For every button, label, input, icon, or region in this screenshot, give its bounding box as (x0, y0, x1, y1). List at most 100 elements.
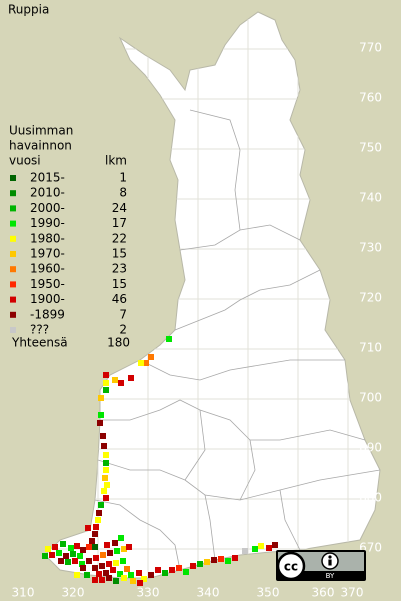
observation-square (86, 544, 92, 550)
observation-square (218, 556, 224, 562)
observation-square (162, 570, 168, 576)
observation-square (101, 488, 107, 494)
observation-square (103, 372, 109, 378)
by-icon-head (328, 555, 332, 559)
y-axis-label: 730 (359, 241, 382, 255)
observation-square (225, 558, 231, 564)
observation-square (89, 538, 95, 544)
observation-square (49, 552, 55, 558)
observation-square (56, 550, 62, 556)
observation-square (74, 572, 80, 578)
observation-square (74, 543, 80, 549)
observation-square (86, 558, 92, 564)
observation-square (97, 420, 103, 426)
y-axis-label: 680 (359, 491, 382, 505)
legend-total-label: Yhteensä (11, 336, 68, 350)
legend-swatch (10, 235, 16, 242)
by-text: BY (326, 572, 335, 580)
legend-swatch (10, 266, 16, 273)
observation-square (242, 548, 248, 554)
y-axis-label: 710 (359, 341, 382, 355)
x-axis-label: 340 (197, 586, 220, 600)
observation-square (42, 553, 48, 559)
observation-square (204, 559, 210, 565)
observation-square (84, 572, 90, 578)
observation-square (85, 525, 91, 531)
y-axis-label: 690 (359, 441, 382, 455)
observation-square (96, 571, 102, 577)
legend-count: 15 (112, 247, 127, 261)
legend-count: 22 (112, 231, 127, 245)
observation-square (60, 541, 66, 547)
observation-square (266, 545, 272, 551)
observation-square (155, 567, 161, 573)
observation-square (103, 467, 109, 473)
observation-square (112, 540, 118, 546)
observation-square (148, 572, 154, 578)
observation-square (45, 546, 51, 552)
observation-square (92, 577, 98, 583)
observation-square (126, 544, 132, 550)
observation-square (103, 460, 109, 466)
cc-badge: cc BY (276, 550, 366, 581)
observation-square (128, 572, 134, 578)
observation-square (98, 395, 104, 401)
y-axis-label: 770 (359, 41, 382, 55)
observation-square (110, 567, 116, 573)
observation-square (100, 433, 106, 439)
observation-square (138, 360, 144, 366)
legend-count: 46 (112, 292, 127, 306)
legend-count-heading: lkm (105, 154, 127, 168)
observation-square (103, 495, 109, 501)
legend-swatch (10, 296, 16, 303)
observation-square (70, 551, 76, 557)
y-axis-label: 760 (359, 91, 382, 105)
observation-square (72, 558, 78, 564)
observation-square (118, 535, 124, 541)
observation-square (92, 531, 98, 537)
legend-label: 2010- (30, 186, 65, 200)
region-borders (94, 109, 381, 571)
observation-square (258, 543, 264, 549)
observation-square (65, 559, 71, 565)
legend-label: 1900- (30, 292, 65, 306)
observation-square (141, 576, 147, 582)
by-icon-body (328, 559, 332, 566)
legend-heading: vuosi (9, 154, 41, 168)
observation-square (52, 544, 58, 550)
x-axis-label: 330 (137, 586, 160, 600)
observation-square (166, 336, 172, 342)
observation-square (232, 555, 238, 561)
observation-square (252, 546, 258, 552)
observation-square (93, 524, 99, 530)
legend-label: 1980- (30, 231, 65, 245)
observation-square (103, 570, 109, 576)
legend-count: 8 (119, 186, 127, 200)
observation-square (117, 571, 123, 577)
x-axis-label: 370 (341, 586, 364, 600)
legend-count: 2 (119, 323, 127, 337)
observation-square (113, 560, 119, 566)
legend-label: 1950- (30, 277, 65, 291)
legend-label: 1990- (30, 216, 65, 230)
observation-square (68, 545, 74, 551)
legend-label: 1960- (30, 262, 65, 276)
legend-label: -1899 (30, 307, 65, 321)
observation-square (93, 555, 99, 561)
observation-square (103, 387, 109, 393)
observation-square (63, 553, 69, 559)
observation-square (114, 548, 120, 554)
x-axis-label: 360 (312, 586, 335, 600)
legend-swatch (10, 190, 16, 197)
observation-square (92, 565, 98, 571)
legend-heading: havainnon (9, 139, 72, 153)
cc-circle (276, 551, 306, 581)
observation-square (77, 553, 83, 559)
observation-square (211, 557, 217, 563)
legend-swatch (10, 220, 16, 227)
observation-square (136, 570, 142, 576)
observation-square (143, 360, 149, 366)
observation-square (100, 552, 106, 558)
observation-square (169, 567, 175, 573)
